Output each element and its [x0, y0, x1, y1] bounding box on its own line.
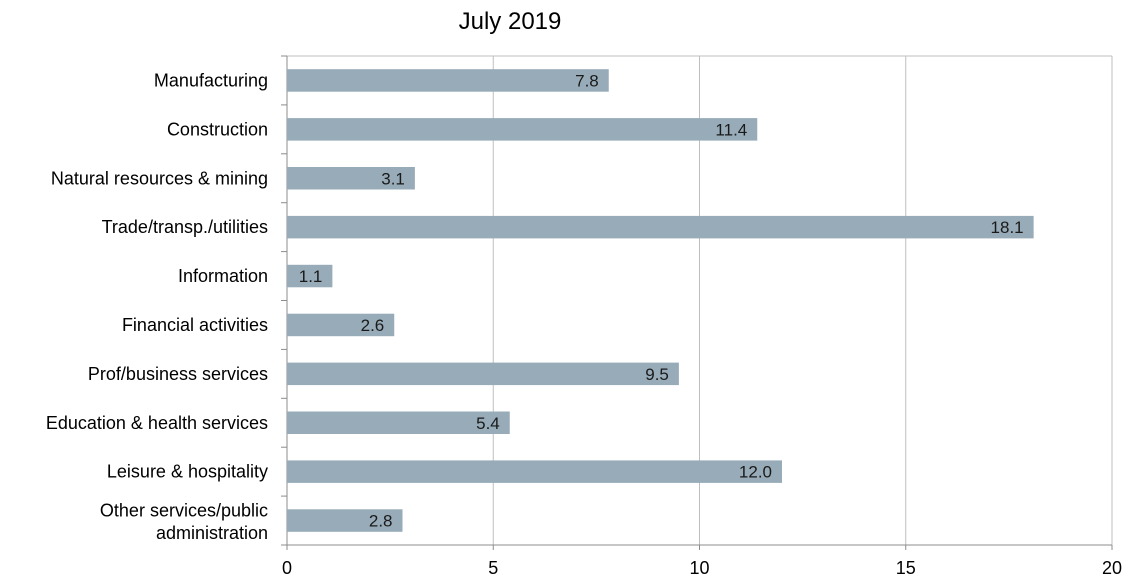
category-label: Natural resources & mining — [51, 168, 268, 188]
category-label: Leisure & hospitality — [107, 462, 268, 482]
plot-area: 0 5 10 15 20 7.8 Manufacturing 11.4 Construction… — [46, 55, 1122, 578]
category-label-line: Other services/public — [100, 501, 268, 521]
bar — [287, 362, 679, 386]
category-label: Financial activities — [122, 315, 268, 335]
x-tick-label: 10 — [689, 558, 709, 578]
chart-title: July 2019 — [459, 8, 562, 35]
data-label: 18.1 — [991, 218, 1024, 237]
x-tick-label: 20 — [1102, 558, 1122, 578]
data-label: 5.4 — [476, 414, 500, 433]
bar — [287, 215, 1034, 239]
data-label: 2.6 — [361, 316, 385, 335]
data-label: 11.4 — [715, 120, 747, 139]
data-label: 7.8 — [575, 71, 599, 90]
bar — [287, 69, 609, 92]
category-label: Other services/public administration — [100, 501, 268, 544]
bar — [287, 313, 395, 337]
category-label: Education & health services — [46, 413, 268, 433]
category-label-line: administration — [156, 523, 268, 543]
x-tick-label: 5 — [488, 558, 498, 578]
x-tick-label: 0 — [282, 558, 292, 578]
bar — [287, 460, 782, 483]
category-label: Construction — [167, 119, 268, 139]
x-tick-label: 15 — [896, 558, 916, 578]
data-label: 3.1 — [381, 169, 405, 188]
data-label: 2.8 — [369, 512, 393, 531]
category-label: Prof/business services — [88, 364, 268, 384]
bar — [287, 509, 403, 532]
category-label: Information — [178, 266, 268, 286]
bar — [287, 118, 758, 141]
bar — [287, 167, 415, 190]
bar — [287, 411, 510, 434]
data-label: 9.5 — [645, 365, 669, 384]
bar — [287, 264, 333, 288]
category-label: Manufacturing — [154, 70, 268, 90]
category-label: Trade/transp./utilities — [102, 217, 268, 237]
data-label: 12.0 — [739, 463, 772, 482]
data-label: 1.1 — [299, 267, 323, 286]
